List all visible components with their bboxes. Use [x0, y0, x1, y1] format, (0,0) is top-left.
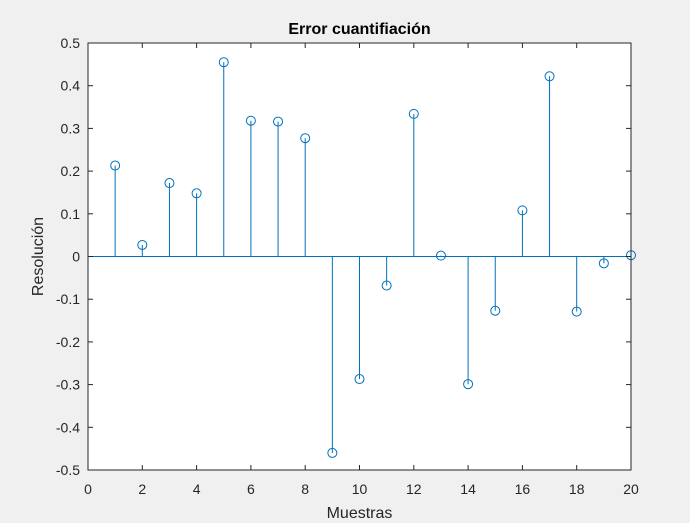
y-tick-label: -0.4 — [56, 419, 80, 435]
x-tick-label: 0 — [84, 481, 92, 497]
stem-marker — [490, 305, 501, 316]
stem-marker — [218, 57, 229, 68]
stem-marker — [245, 115, 256, 126]
x-tick-label: 6 — [247, 481, 255, 497]
y-tick-label: 0.1 — [61, 206, 81, 222]
stem-marker — [381, 280, 392, 291]
chart-title: Error cuantifiación — [288, 21, 430, 38]
y-tick-label: 0.3 — [61, 120, 81, 136]
stem-marker — [517, 205, 528, 216]
x-tick-label: 8 — [301, 481, 309, 497]
stem-marker — [408, 108, 419, 119]
y-tick-label: 0.5 — [61, 35, 81, 51]
stem-marker — [273, 116, 284, 127]
stem-marker — [598, 258, 609, 269]
stem-marker — [164, 178, 175, 189]
stem-marker — [191, 188, 202, 199]
y-tick-label: -0.3 — [56, 377, 80, 393]
y-tick-label: 0 — [72, 249, 80, 265]
stem-marker — [544, 71, 555, 82]
x-tick-label: 18 — [569, 481, 585, 497]
stem-marker — [300, 133, 311, 144]
x-tick-label: 14 — [460, 481, 476, 497]
stem-marker — [435, 250, 446, 261]
x-tick-label: 4 — [193, 481, 201, 497]
stem-marker — [327, 447, 338, 458]
y-tick-label: 0.4 — [61, 78, 81, 94]
y-tick-label: -0.2 — [56, 334, 80, 350]
y-tick-label: -0.1 — [56, 291, 80, 307]
stem-marker — [137, 239, 148, 250]
x-tick-label: 20 — [623, 481, 639, 497]
x-axis-label: Muestras — [327, 505, 393, 522]
y-tick-label: -0.5 — [56, 462, 80, 478]
stem-marker — [571, 306, 582, 317]
x-tick-label: 12 — [406, 481, 422, 497]
stems-layer — [110, 57, 636, 458]
stem-marker — [354, 374, 365, 385]
y-tick-label: 0.2 — [61, 163, 81, 179]
y-axis-label: Resolución — [30, 217, 47, 296]
x-tick-label: 16 — [515, 481, 531, 497]
x-axis: 0 2 4 6 8 10 12 14 16 18 20 — [84, 43, 639, 497]
stem-marker — [463, 379, 474, 390]
stem-marker — [110, 160, 121, 171]
x-tick-label: 2 — [138, 481, 146, 497]
x-tick-label: 10 — [352, 481, 368, 497]
y-axis: -0.5 -0.4 -0.3 -0.2 -0.1 0 0.1 0.2 0.3 0.4 0.5 — [56, 35, 631, 478]
